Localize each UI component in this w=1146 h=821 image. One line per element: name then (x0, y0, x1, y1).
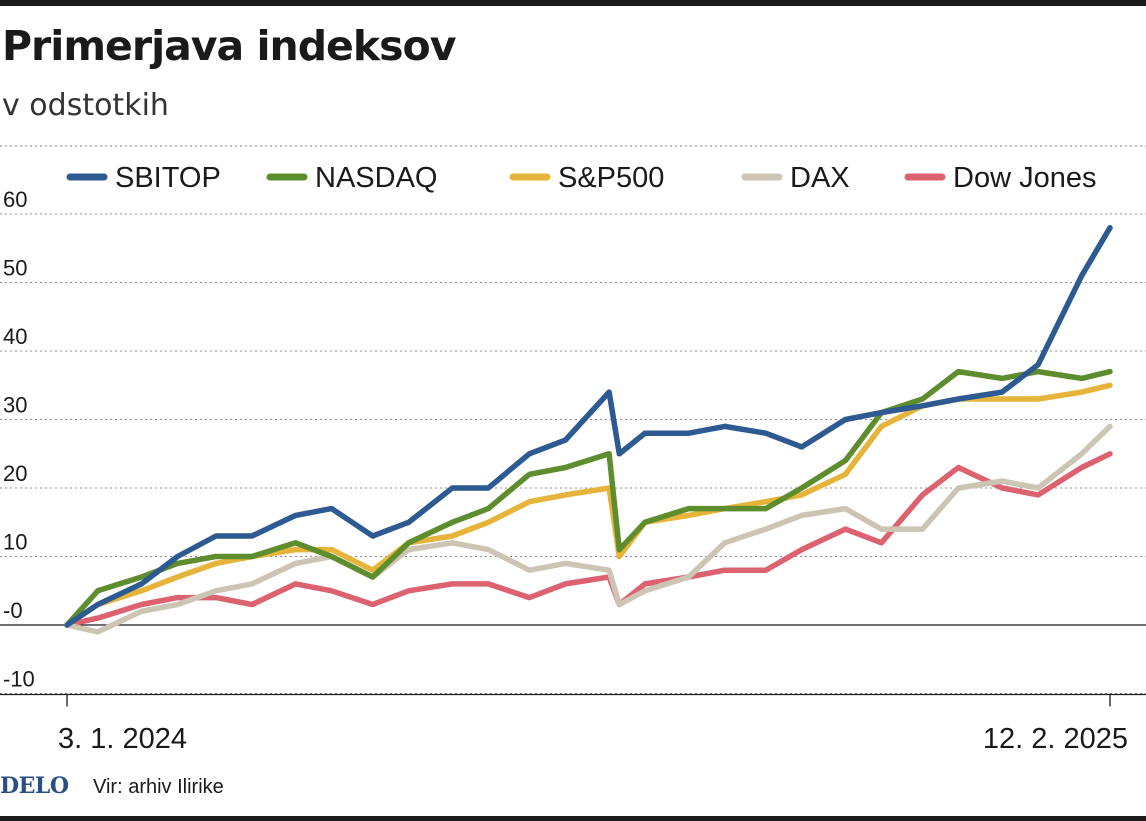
x-tick-label: 12. 2. 2025 (983, 723, 1128, 755)
legend: SBITOP NASDAQ S&P500 DAX Dow Jones (66, 162, 1096, 194)
chart-title: Primerjava indeksov (2, 22, 456, 70)
line-chart: -10 -0 10 20 30 40 50 60 3. 1. 2024 12. 2. 2025 S… (0, 145, 1146, 755)
y-tick-label: -0 (3, 598, 23, 623)
series-line-nasdaq (64, 368, 1113, 628)
y-tick-label: 10 (3, 530, 27, 555)
source-note: Vir: arhiv Ilirike (93, 776, 224, 798)
x-tick-label: 3. 1. 2024 (58, 723, 187, 755)
y-tick-label: -10 (3, 667, 35, 692)
bottom-rule (0, 816, 1146, 821)
y-tick-label: 30 (3, 393, 27, 418)
legend-label-dow-jones: Dow Jones (953, 162, 1096, 194)
top-rule (0, 0, 1146, 6)
legend-label-dax: DAX (790, 162, 850, 194)
legend-label-nasdaq: NASDAQ (315, 162, 437, 194)
series-line-dow-jones (64, 451, 1113, 628)
axes: -10 -0 10 20 30 40 50 60 3. 1. 2024 12. 2. 2025 (0, 187, 1146, 755)
chart-subtitle: v odstotkih (2, 88, 169, 123)
series-line-dax (64, 423, 1113, 635)
y-tick-label: 40 (3, 324, 27, 349)
series-line-sbitop (64, 224, 1113, 628)
series-lines (64, 224, 1113, 635)
y-tick-label: 60 (3, 187, 27, 212)
legend-label-sbitop: SBITOP (115, 162, 221, 194)
y-tick-label: 20 (3, 461, 27, 486)
legend-label-s-p500: S&P500 (558, 162, 664, 194)
y-tick-label: 50 (3, 256, 27, 281)
gridlines (0, 145, 1146, 695)
delo-logo: DELO (0, 773, 69, 799)
